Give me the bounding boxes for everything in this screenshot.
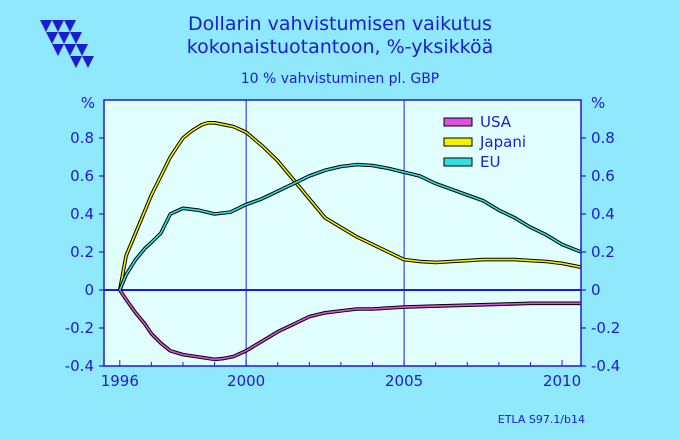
chart-subtitle: 10 % vahvistuminen pl. GBP [241, 71, 440, 87]
y-tick-label-right: 0 [591, 281, 601, 299]
chart-title-line-2: kokonaistuotantoon, %-yksikköä [187, 36, 493, 58]
legend: USA Japani EU [443, 113, 526, 171]
series-line-usa [119, 289, 581, 361]
source-note: ETLA S97.1/b14 [498, 413, 585, 426]
legend-swatch-usa [443, 117, 473, 127]
x-tick-label: 2005 [385, 372, 423, 390]
legend-swatch-japani [443, 137, 473, 147]
axis-ticks: -0.4 -0.4 -0.2 -0.2 0 0 0.2 0.2 0.4 0.4 0.6 0.6 0.8 0… [65, 129, 621, 390]
x-tick-label: 1996 [101, 372, 139, 390]
y-tick-label-left: 0 [84, 281, 94, 299]
y-tick-label-right: -0.4 [591, 357, 620, 375]
logo-triangle [82, 56, 94, 68]
y-tick-label-left: 0.6 [70, 167, 94, 185]
y-axis-label-right: % [591, 94, 605, 112]
grid-lines [104, 100, 581, 366]
logo-triangle [70, 56, 82, 68]
x-tick-label: 2000 [227, 372, 265, 390]
chart-title-line-1: Dollarin vahvistumisen vaikutus [188, 13, 492, 35]
legend-swatch-eu [443, 157, 473, 167]
y-tick-label-right: -0.2 [591, 319, 620, 337]
y-tick-label-left: -0.4 [65, 357, 94, 375]
y-tick-label-right: 0.4 [591, 205, 615, 223]
y-tick-label-left: 0.4 [70, 205, 94, 223]
y-tick-label-left: 0.8 [70, 129, 94, 147]
y-tick-label-right: 0.6 [591, 167, 615, 185]
logo-triangle [40, 20, 52, 32]
logo-triangle [52, 20, 64, 32]
logo-triangle [70, 32, 82, 44]
y-tick-label-right: 0.2 [591, 243, 615, 261]
y-axis-label-left: % [81, 94, 95, 112]
series-line-eu [119, 163, 582, 291]
logo-triangle [46, 32, 58, 44]
y-tick-label-left: 0.2 [70, 243, 94, 261]
logo-triangle [76, 44, 88, 56]
etla-triangles-logo [40, 20, 94, 68]
logo-triangle [64, 44, 76, 56]
logo-triangle [52, 44, 64, 56]
legend-label-usa: USA [480, 113, 512, 131]
series-lines [118, 121, 582, 362]
y-tick-label-right: 0.8 [591, 129, 615, 147]
plot-area [104, 100, 581, 366]
logo-triangle [58, 32, 70, 44]
series-line-japani [119, 122, 582, 291]
legend-label-japani: Japani [479, 133, 526, 151]
plot-frame [103, 99, 582, 367]
y-tick-label-left: -0.2 [65, 319, 94, 337]
legend-label-eu: EU [480, 153, 500, 171]
logo-triangle [64, 20, 76, 32]
x-tick-label: 2010 [543, 372, 581, 390]
